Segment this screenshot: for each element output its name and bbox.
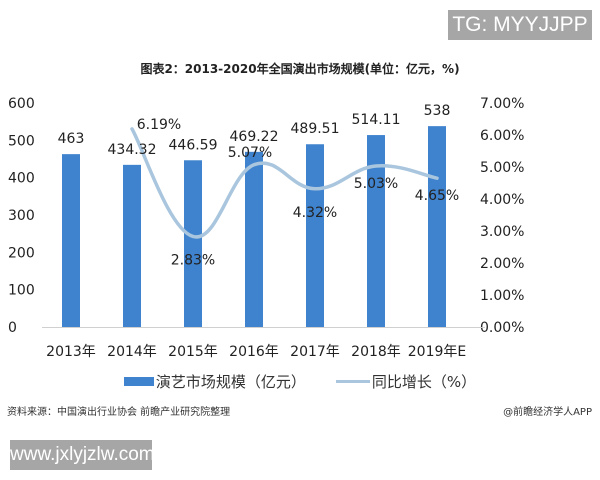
tg-watermark: TG: MYYJJPP: [448, 10, 592, 40]
bar: [245, 151, 263, 327]
right-tick-label: 6.00%: [480, 128, 524, 144]
x-tick-label: 2017年: [290, 344, 340, 360]
legend-swatch-line: [335, 380, 370, 383]
legend-item-line: 同比增长（%）: [335, 371, 477, 392]
growth-line: [130, 127, 439, 239]
right-tick-label: 5.00%: [480, 160, 524, 176]
right-tick-label: 2.00%: [480, 256, 524, 272]
legend: 演艺市场规模（亿元） 同比增长（%）: [0, 371, 600, 392]
right-tick-label: 7.00%: [480, 96, 524, 112]
line-data-label: 2.83%: [171, 252, 215, 268]
bar: [428, 126, 446, 327]
left-tick-label: 0: [8, 320, 17, 336]
left-tick-label: 400: [8, 171, 35, 187]
x-tick-label: 2019年E: [408, 344, 466, 360]
bar-data-label: 514.11: [352, 112, 401, 128]
left-tick-label: 200: [8, 245, 35, 261]
line-data-label: 5.07%: [228, 145, 272, 161]
bar: [306, 144, 324, 327]
right-tick-label: 0.00%: [480, 320, 524, 336]
credit-note: @前瞻经济学人APP: [503, 407, 592, 418]
x-tick-label: 2013年: [46, 344, 96, 360]
bar-data-label: 463: [58, 131, 85, 147]
site-watermark: www.jxlyjzlw.com: [10, 440, 155, 470]
legend-label: 演艺市场规模（亿元）: [155, 373, 306, 391]
line-data-label: 6.19%: [137, 117, 181, 133]
right-tick-label: 3.00%: [480, 224, 524, 240]
left-tick-label: 300: [8, 208, 35, 224]
chart-title: 图表2：2013-2020年全国演出市场规模(单位：亿元，%): [140, 62, 460, 76]
line-data-label: 4.65%: [415, 188, 459, 204]
right-tick-label: 1.00%: [480, 288, 524, 304]
left-tick-label: 100: [8, 283, 35, 299]
left-tick-label: 500: [8, 133, 35, 149]
bar-data-label: 469.22: [230, 129, 279, 145]
left-tick-label: 600: [8, 96, 35, 112]
x-tick-label: 2015年: [168, 344, 218, 360]
bar-data-label: 434.32: [108, 142, 157, 158]
bar-data-label: 446.59: [169, 137, 218, 153]
bar: [62, 154, 80, 327]
x-tick-label: 2018年: [351, 344, 401, 360]
line-data-label: 5.03%: [354, 176, 398, 192]
bar: [367, 135, 385, 327]
legend-swatch-bar: [123, 377, 154, 386]
legend-item-bar: 演艺市场规模（亿元）: [123, 371, 306, 392]
bar: [123, 164, 141, 327]
right-tick-label: 4.00%: [480, 192, 524, 208]
bar: [184, 160, 202, 327]
source-note: 资料来源：中国演出行业协会 前瞻产业研究院整理: [7, 407, 231, 418]
line-data-label: 4.32%: [293, 205, 337, 221]
legend-label: 同比增长（%）: [371, 373, 477, 391]
bar-data-label: 489.51: [291, 121, 340, 137]
bar-data-label: 538: [424, 103, 451, 119]
x-tick-label: 2014年: [107, 344, 157, 360]
x-tick-label: 2016年: [229, 344, 279, 360]
